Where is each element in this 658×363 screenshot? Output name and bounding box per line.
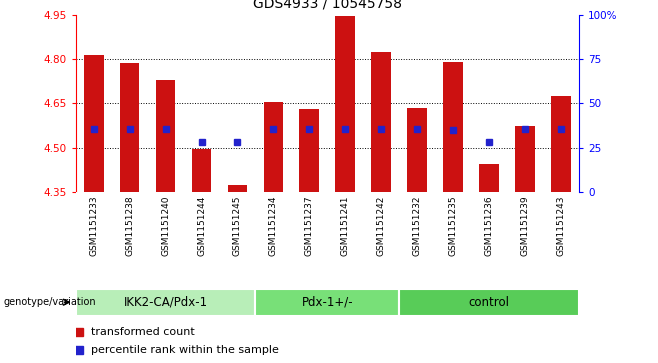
- Text: GSM1151237: GSM1151237: [305, 195, 314, 256]
- Bar: [336, 16, 355, 192]
- Text: GSM1151244: GSM1151244: [197, 195, 206, 256]
- Text: GSM1151245: GSM1151245: [233, 195, 242, 256]
- Text: control: control: [468, 296, 510, 309]
- Title: GDS4933 / 10545758: GDS4933 / 10545758: [253, 0, 402, 11]
- Bar: [515, 126, 535, 192]
- Text: GSM1151236: GSM1151236: [485, 195, 494, 256]
- Text: GSM1151234: GSM1151234: [269, 195, 278, 256]
- Text: GSM1151243: GSM1151243: [557, 195, 566, 256]
- Text: GSM1151240: GSM1151240: [161, 195, 170, 256]
- Bar: [228, 185, 247, 192]
- Text: Pdx-1+/-: Pdx-1+/-: [301, 296, 353, 309]
- Bar: [255, 289, 399, 316]
- Bar: [120, 64, 139, 192]
- Bar: [191, 150, 211, 192]
- Text: GSM1151235: GSM1151235: [449, 195, 458, 256]
- Bar: [443, 62, 463, 192]
- Text: genotype/variation: genotype/variation: [3, 297, 96, 307]
- Text: GSM1151233: GSM1151233: [89, 195, 98, 256]
- Text: percentile rank within the sample: percentile rank within the sample: [91, 345, 278, 355]
- Bar: [399, 289, 579, 316]
- Bar: [76, 289, 255, 316]
- Bar: [479, 164, 499, 192]
- Bar: [264, 102, 284, 192]
- Bar: [407, 108, 427, 192]
- Text: GSM1151239: GSM1151239: [520, 195, 530, 256]
- Bar: [156, 80, 176, 192]
- Bar: [299, 109, 319, 192]
- Text: IKK2-CA/Pdx-1: IKK2-CA/Pdx-1: [124, 296, 208, 309]
- Text: GSM1151241: GSM1151241: [341, 195, 350, 256]
- Bar: [84, 54, 103, 192]
- Text: GSM1151232: GSM1151232: [413, 195, 422, 256]
- Text: GSM1151238: GSM1151238: [125, 195, 134, 256]
- Bar: [371, 52, 391, 192]
- Bar: [551, 96, 571, 192]
- Text: transformed count: transformed count: [91, 327, 195, 337]
- Text: GSM1151242: GSM1151242: [377, 195, 386, 256]
